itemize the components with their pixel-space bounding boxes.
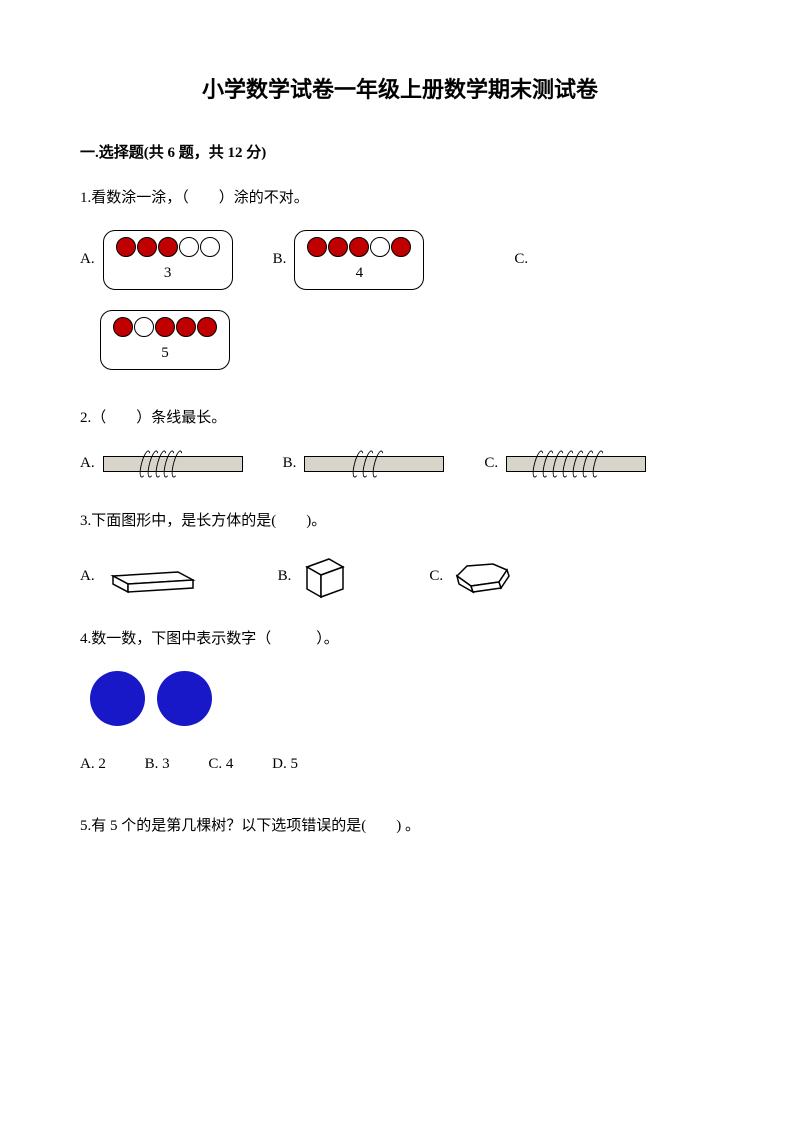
question-1: 1.看数涂一涂，（ ）涂的不对。 A. 3 B.: [80, 185, 720, 370]
q5-text: 5.有 5 个的是第几棵树？以下选项错误的是( ) 。: [80, 813, 720, 840]
question-5: 5.有 5 个的是第几棵树？以下选项错误的是( ) 。: [80, 813, 720, 840]
question-2: 2.（ ）条线最长。 A. B. C.: [80, 405, 720, 478]
q4-optc: C. 4: [208, 756, 233, 772]
q4-optd: D. 5: [272, 756, 298, 772]
hexagonal-prism-icon: [451, 558, 516, 596]
dot-icon: [328, 237, 348, 257]
cube-icon: [299, 553, 349, 601]
dot-icon: [391, 237, 411, 257]
q2-optb-label: B.: [283, 450, 297, 477]
dot-icon: [370, 237, 390, 257]
q1-card-a: 3: [103, 230, 233, 290]
page-title: 小学数学试卷一年级上册数学期末测试卷: [80, 70, 720, 110]
dot-icon: [158, 237, 178, 257]
q4-optb: B. 3: [145, 756, 170, 772]
cuboid-flat-icon: [103, 558, 198, 596]
q3-opta-label: A.: [80, 563, 95, 590]
q1-numB: 4: [356, 260, 364, 287]
blue-circle-icon: [157, 671, 212, 726]
q1-option-b: B. 4: [273, 230, 425, 290]
q1-option-a: A. 3: [80, 230, 233, 290]
q3-option-c: C.: [429, 558, 516, 596]
dot-icon: [116, 237, 136, 257]
q3-optb-label: B.: [278, 563, 292, 590]
dot-icon: [134, 317, 154, 337]
dot-icon: [200, 237, 220, 257]
dot-icon: [197, 317, 217, 337]
dot-icon: [176, 317, 196, 337]
q1-optb-label: B.: [273, 246, 287, 273]
rod-c-icon: [506, 450, 646, 478]
rod-a-icon: [103, 450, 243, 478]
q3-text: 3.下面图形中，是长方体的是( )。: [80, 508, 720, 535]
q2-opta-label: A.: [80, 450, 95, 477]
dot-icon: [113, 317, 133, 337]
rod-b-icon: [304, 450, 444, 478]
blue-circle-icon: [90, 671, 145, 726]
dot-icon: [179, 237, 199, 257]
q1-option-c: C.: [514, 246, 536, 273]
dot-icon: [155, 317, 175, 337]
q1-numA: 3: [164, 260, 172, 287]
q2-text: 2.（ ）条线最长。: [80, 405, 720, 432]
q3-option-a: A.: [80, 558, 198, 596]
q2-optc-label: C.: [484, 450, 498, 477]
q2-option-b: B.: [283, 450, 445, 478]
q4-circles-icon: [90, 671, 720, 726]
q3-optc-label: C.: [429, 563, 443, 590]
question-3: 3.下面图形中，是长方体的是( )。 A. B. C.: [80, 508, 720, 601]
q4-options: A. 2 B. 3 C. 4 D. 5: [80, 751, 720, 778]
q1-text: 1.看数涂一涂，（ ）涂的不对。: [80, 185, 720, 212]
dot-icon: [137, 237, 157, 257]
q4-opta: A. 2: [80, 756, 106, 772]
q1-card-c: 5: [100, 310, 230, 370]
q1-numC: 5: [161, 340, 169, 367]
q2-option-c: C.: [484, 450, 646, 478]
q1-card-b: 4: [294, 230, 424, 290]
q4-text: 4.数一数，下图中表示数字（ ）。: [80, 626, 720, 653]
q1-optc-label: C.: [514, 246, 528, 273]
q1-opta-label: A.: [80, 246, 95, 273]
q2-option-a: A.: [80, 450, 243, 478]
dot-icon: [307, 237, 327, 257]
section-header: 一.选择题(共 6 题，共 12 分): [80, 140, 720, 167]
question-4: 4.数一数，下图中表示数字（ ）。 A. 2 B. 3 C. 4 D. 5: [80, 626, 720, 778]
dot-icon: [349, 237, 369, 257]
q3-option-b: B.: [278, 553, 350, 601]
